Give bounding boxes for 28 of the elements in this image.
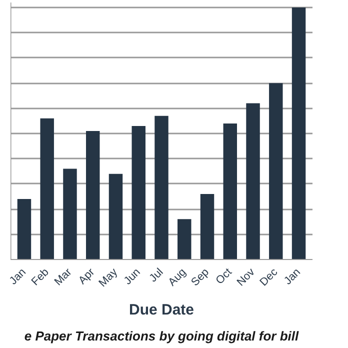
bar [63, 168, 77, 260]
bar [178, 219, 192, 260]
x-tick-label: Mar [52, 266, 74, 288]
bar [223, 123, 237, 260]
bar [246, 103, 260, 260]
bar [292, 8, 306, 260]
x-tick-label: Jan [7, 266, 28, 288]
bar [40, 118, 54, 260]
x-tick-label: Jul [147, 266, 166, 285]
bar [154, 116, 168, 260]
x-tick-label: Apr [76, 266, 98, 287]
x-axis-title: Due Date [128, 302, 194, 319]
bar [108, 174, 123, 260]
x-tick-label: Dec [258, 266, 280, 289]
bar [86, 131, 100, 260]
bar [132, 126, 146, 260]
bar [17, 199, 32, 260]
x-tick-label: Aug [166, 266, 189, 289]
x-tick-label: Oct [214, 266, 234, 287]
x-tick-label: Sep [189, 266, 212, 289]
bar [269, 83, 283, 260]
x-tick-label: May [96, 266, 120, 290]
bar [200, 194, 214, 260]
x-tick-label: Jan [282, 266, 304, 288]
text: e Paper Transactions by going digital for bill [24, 328, 300, 344]
x-tick-label: Nov [234, 266, 258, 289]
x-tick-label: Feb [29, 266, 52, 288]
x-tick-label: Jun [122, 266, 143, 288]
